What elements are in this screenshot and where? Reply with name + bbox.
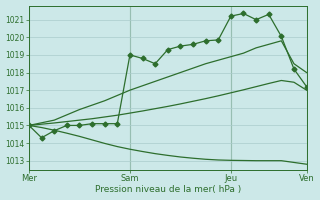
X-axis label: Pression niveau de la mer( hPa ): Pression niveau de la mer( hPa ) [95, 185, 241, 194]
